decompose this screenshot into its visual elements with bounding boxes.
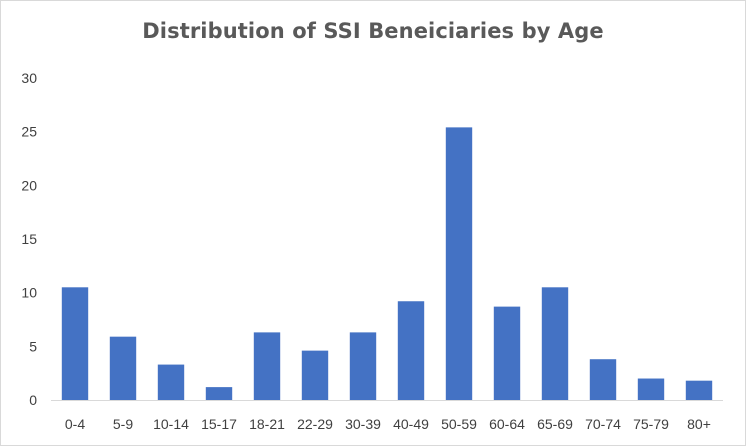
bar — [397, 301, 425, 400]
y-axis-ticks: 0 5 10 15 20 25 30 — [21, 70, 37, 408]
y-tick-label: 5 — [29, 338, 37, 354]
chart-title: Distribution of SSI Beneiciaries by Age — [142, 19, 604, 43]
y-tick-label: 25 — [21, 124, 37, 140]
x-tick-label: 70-74 — [585, 416, 621, 432]
x-tick-label: 75-79 — [633, 416, 669, 432]
x-tick-label: 15-17 — [201, 416, 237, 432]
bar — [445, 127, 473, 401]
bar — [205, 387, 233, 400]
y-tick-label: 10 — [21, 285, 37, 301]
x-tick-label: 80+ — [687, 416, 711, 432]
x-tick-label: 40-49 — [393, 416, 429, 432]
y-tick-label: 30 — [21, 70, 37, 86]
y-tick-label: 0 — [29, 392, 37, 408]
x-axis-ticks: 0-4 5-9 10-14 15-17 18-21 22-29 30-39 40-49 50-5… — [65, 416, 711, 432]
x-tick-label: 30-39 — [345, 416, 381, 432]
x-tick-label: 5-9 — [113, 416, 133, 432]
bar — [637, 378, 665, 400]
bar — [301, 350, 329, 400]
bar — [253, 332, 281, 400]
x-tick-label: 0-4 — [65, 416, 85, 432]
x-tick-label: 50-59 — [441, 416, 477, 432]
bar — [541, 287, 569, 400]
bar — [157, 364, 185, 400]
bars — [61, 127, 713, 401]
y-tick-label: 20 — [21, 177, 37, 193]
bar — [589, 359, 617, 400]
y-tick-label: 15 — [21, 231, 37, 247]
bar — [109, 336, 137, 400]
x-tick-label: 18-21 — [249, 416, 285, 432]
bar — [61, 287, 89, 400]
x-tick-label: 10-14 — [153, 416, 189, 432]
x-tick-label: 65-69 — [537, 416, 573, 432]
bar — [349, 332, 377, 400]
x-tick-label: 22-29 — [297, 416, 333, 432]
x-tick-label: 60-64 — [489, 416, 525, 432]
bar — [685, 380, 713, 400]
bar — [493, 306, 521, 400]
